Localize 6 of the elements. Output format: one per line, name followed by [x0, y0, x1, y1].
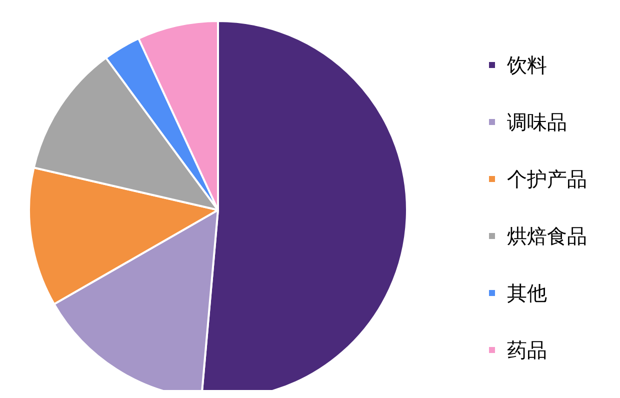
legend-label: 个护产品	[507, 167, 587, 191]
legend-label: 饮料	[506, 53, 547, 77]
legend-label: 调味品	[507, 110, 567, 134]
legend-label: 其他	[507, 281, 547, 305]
legend-label: 烘焙食品	[507, 224, 587, 248]
legend-label: 药品	[507, 338, 547, 362]
